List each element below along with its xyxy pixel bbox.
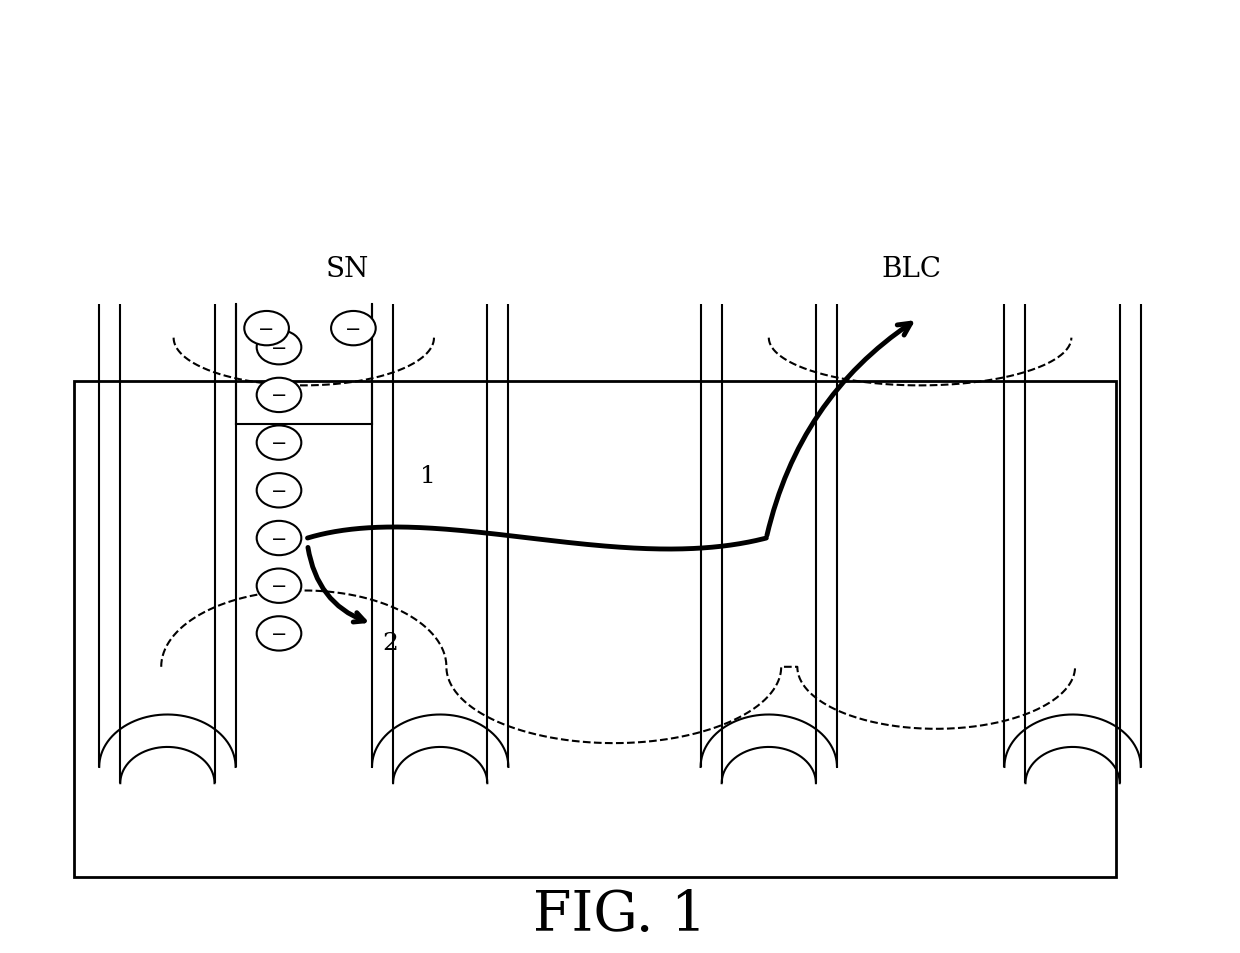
Text: 1: 1 bbox=[420, 465, 435, 488]
Text: −: − bbox=[270, 529, 288, 548]
Circle shape bbox=[244, 312, 289, 346]
Circle shape bbox=[257, 331, 301, 365]
Text: 2: 2 bbox=[383, 632, 398, 655]
FancyArrowPatch shape bbox=[768, 324, 911, 536]
Text: −: − bbox=[270, 624, 288, 643]
Circle shape bbox=[257, 426, 301, 460]
Text: BLC: BLC bbox=[882, 255, 941, 282]
Text: −: − bbox=[345, 319, 362, 338]
Circle shape bbox=[257, 521, 301, 556]
Circle shape bbox=[257, 378, 301, 413]
Circle shape bbox=[331, 312, 376, 346]
Text: −: − bbox=[270, 338, 288, 357]
Text: SN: SN bbox=[326, 255, 368, 282]
Text: −: − bbox=[270, 577, 288, 596]
FancyArrowPatch shape bbox=[308, 548, 365, 622]
Circle shape bbox=[257, 569, 301, 603]
Bar bbox=[74, 381, 1116, 877]
Text: −: − bbox=[270, 434, 288, 453]
Text: FIG. 1: FIG. 1 bbox=[533, 887, 707, 943]
Circle shape bbox=[257, 617, 301, 651]
Circle shape bbox=[257, 474, 301, 508]
Text: −: − bbox=[258, 319, 275, 338]
Text: −: − bbox=[270, 481, 288, 500]
Text: −: − bbox=[270, 386, 288, 405]
